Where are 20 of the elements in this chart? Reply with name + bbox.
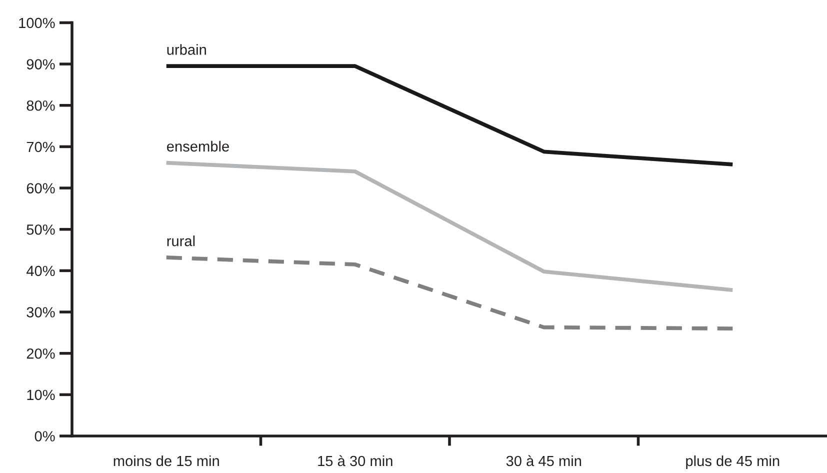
- y-tick-label: 50%: [26, 224, 55, 235]
- x-tick-label: moins de 15 min: [114, 455, 219, 466]
- y-tick-label: 30%: [26, 307, 55, 318]
- y-tick-label: 40%: [26, 266, 55, 276]
- y-tick-label: 10%: [27, 390, 55, 400]
- line-series: [164, 160, 735, 292]
- x-tick-label: 30 à 45 min: [506, 455, 582, 466]
- y-tick-label: 60%: [26, 183, 55, 194]
- x-tick-label: plus de 45 min: [686, 455, 780, 470]
- series-label: ensemble: [166, 140, 229, 152]
- series-label: urbain: [167, 44, 206, 55]
- y-tick-label: 90%: [26, 59, 55, 70]
- series-label: rural: [167, 236, 195, 246]
- y-tick-label: 80%: [26, 100, 55, 111]
- line-series: [164, 256, 735, 330]
- y-tick-label: 100%: [19, 18, 55, 28]
- y-tick-label: 70%: [26, 142, 55, 152]
- y-tick-label: 0%: [34, 431, 55, 442]
- y-tick-label: 20%: [26, 348, 55, 359]
- x-tick-label: 15 à 30 min: [318, 455, 392, 466]
